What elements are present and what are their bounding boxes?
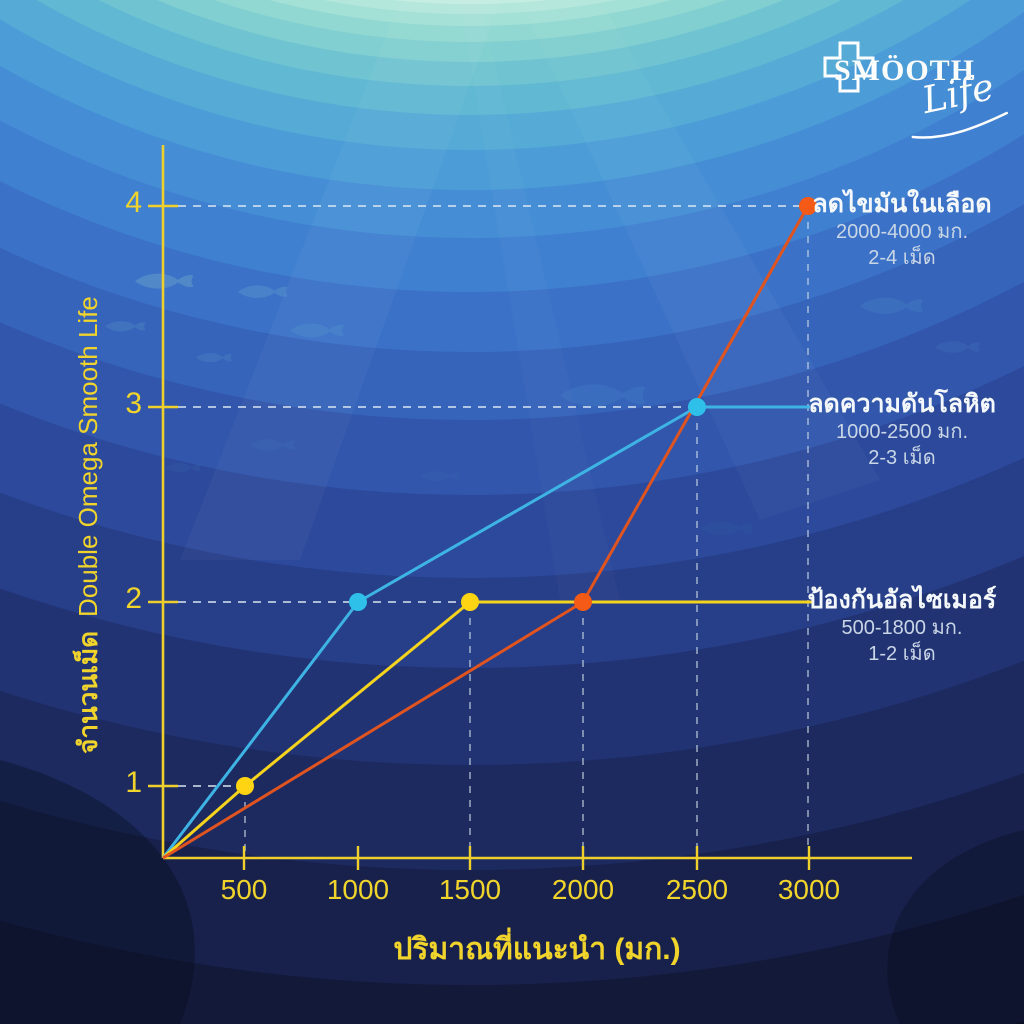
x-tick-label: 2000 [551,874,615,905]
annotation-title: ป้องกันอัลไซเมอร์ [807,586,997,614]
x-axis-title: ปริมาณที่แนะนำ (มก.) [393,933,681,966]
annotation-dose: 1-2 เม็ด [868,643,936,666]
series-line [162,600,471,860]
y-tick-label: 3 [125,387,142,420]
annotation-range: 2000-4000 มก. [835,220,969,243]
y-axis-title-en: Double Omega Smooth Life [73,296,103,617]
y-axis-title-thai: จำนวนเม็ด [73,630,103,754]
data-point-dot [236,777,254,795]
data-point-dot [461,593,479,611]
series-line [162,205,810,860]
data-point-dot [688,398,706,416]
y-tick-label: 2 [125,582,142,615]
y-tick-label: 4 [125,186,142,219]
x-tick-label: 2500 [665,874,729,905]
annotation-dose: 2-4 เม็ด [868,247,936,270]
water-ring [324,0,616,14]
data-point-dot [574,593,592,611]
x-tick-label: 3000 [777,874,841,905]
water-ring [394,0,546,4]
brand-name: SMÖOTH [834,54,976,87]
brand-logo: SMÖOTH Life [806,28,1020,139]
x-tick-label: 500 [220,874,268,905]
data-point-dot [799,197,817,215]
data-point-dot [349,593,367,611]
x-tick-label: 1000 [326,874,390,905]
swash-underline-icon [911,111,1009,139]
annotation-dose: 2-3 เม็ด [868,447,936,470]
medical-cross-icon [823,41,875,93]
annotation-blood-pressure: ลดความดันโลหิต 1000-2500 มก. 2-3 เม็ด [806,390,998,472]
y-axis-title: จำนวนเม็ด Double Omega Smooth Life [68,235,108,815]
annotation-title: ลดไขมันในเลือด [812,190,992,218]
y-tick-label: 1 [125,766,142,799]
annotation-title: ลดความดันโลหิต [808,390,996,418]
seafloor-shadow [0,760,1024,1024]
x-tick-label: 1500 [438,874,502,905]
annotation-range: 1000-2500 มก. [835,420,969,443]
annotation-range: 500-1800 มก. [841,616,963,639]
annotation-alzheimer: ป้องกันอัลไซเมอร์ 500-1800 มก. 1-2 เม็ด [806,586,998,668]
annotation-blood-fat: ลดไขมันในเลือด 2000-4000 มก. 2-4 เม็ด [806,190,998,272]
